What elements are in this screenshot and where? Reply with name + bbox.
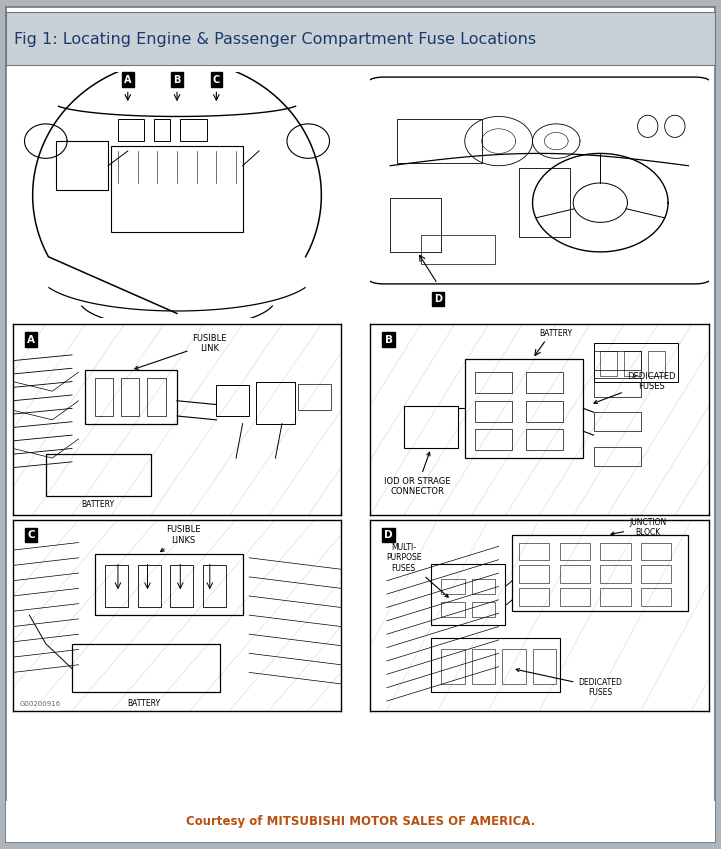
- Bar: [641, 543, 671, 559]
- Bar: [472, 649, 495, 684]
- Text: A: A: [27, 335, 35, 345]
- Bar: [519, 565, 549, 582]
- Bar: [56, 141, 108, 190]
- Text: FUSIBLE
LINKS: FUSIBLE LINKS: [161, 526, 201, 552]
- Text: BATTERY: BATTERY: [128, 700, 161, 708]
- Bar: [601, 565, 631, 582]
- Bar: [390, 198, 441, 252]
- Bar: [420, 234, 495, 264]
- Bar: [85, 370, 177, 424]
- Bar: [519, 588, 549, 605]
- Text: JUNCTION
BLOCK: JUNCTION BLOCK: [611, 518, 666, 537]
- Bar: [441, 649, 465, 684]
- Bar: [512, 535, 689, 611]
- Bar: [472, 579, 495, 594]
- Bar: [475, 401, 512, 422]
- Bar: [475, 372, 512, 393]
- Bar: [154, 119, 170, 141]
- Bar: [533, 649, 557, 684]
- Bar: [203, 565, 226, 608]
- Text: DEDICATED
FUSES: DEDICATED FUSES: [516, 669, 622, 697]
- Bar: [647, 351, 665, 376]
- Bar: [46, 454, 151, 496]
- Text: B: B: [384, 335, 392, 345]
- Bar: [601, 351, 617, 376]
- Bar: [559, 543, 590, 559]
- Bar: [148, 378, 166, 416]
- Text: BATTERY: BATTERY: [81, 500, 115, 509]
- Bar: [111, 146, 242, 233]
- Text: C: C: [27, 530, 35, 540]
- Text: Courtesy of MITSUBISHI MOTOR SALES OF AMERICA.: Courtesy of MITSUBISHI MOTOR SALES OF AM…: [186, 815, 535, 829]
- Text: D: D: [384, 530, 393, 540]
- Bar: [593, 344, 678, 382]
- Bar: [180, 119, 206, 141]
- Bar: [441, 579, 465, 594]
- Bar: [105, 565, 128, 608]
- Bar: [431, 564, 505, 625]
- Bar: [216, 385, 249, 416]
- Bar: [404, 407, 458, 448]
- Text: B: B: [173, 75, 181, 85]
- Text: DEDICATED
FUSES: DEDICATED FUSES: [594, 372, 676, 403]
- Bar: [138, 565, 161, 608]
- Bar: [472, 602, 495, 617]
- Bar: [256, 382, 295, 424]
- Bar: [624, 351, 641, 376]
- Bar: [641, 565, 671, 582]
- Bar: [593, 412, 641, 431]
- Bar: [465, 358, 583, 458]
- Bar: [502, 649, 526, 684]
- Text: Fig 1: Locating Engine & Passenger Compartment Fuse Locations: Fig 1: Locating Engine & Passenger Compa…: [14, 31, 536, 47]
- Text: D: D: [433, 294, 442, 304]
- Text: FUSIBLE
LINK: FUSIBLE LINK: [135, 334, 227, 369]
- Bar: [431, 638, 559, 691]
- Bar: [118, 119, 144, 141]
- Text: G00200916: G00200916: [19, 700, 61, 706]
- Bar: [72, 644, 220, 691]
- Bar: [601, 588, 631, 605]
- Bar: [475, 430, 512, 450]
- Bar: [519, 168, 570, 237]
- Bar: [441, 602, 465, 617]
- Bar: [526, 372, 563, 393]
- Bar: [95, 378, 113, 416]
- Bar: [601, 543, 631, 559]
- Text: IOD OR STRAGE
CONNECTOR: IOD OR STRAGE CONNECTOR: [384, 453, 451, 497]
- Text: BATTERY: BATTERY: [540, 329, 572, 339]
- Text: A: A: [124, 75, 131, 85]
- Bar: [95, 554, 242, 615]
- Bar: [526, 401, 563, 422]
- Bar: [526, 430, 563, 450]
- Bar: [519, 543, 549, 559]
- Bar: [170, 565, 193, 608]
- Text: C: C: [213, 75, 220, 85]
- Bar: [559, 588, 590, 605]
- Bar: [397, 119, 482, 163]
- Bar: [641, 588, 671, 605]
- Bar: [593, 351, 641, 370]
- Bar: [593, 378, 641, 397]
- Bar: [121, 378, 139, 416]
- Text: MULTI-
PURPOSE
FUSES: MULTI- PURPOSE FUSES: [386, 543, 448, 597]
- Bar: [559, 565, 590, 582]
- Bar: [593, 447, 641, 465]
- Bar: [298, 384, 331, 410]
